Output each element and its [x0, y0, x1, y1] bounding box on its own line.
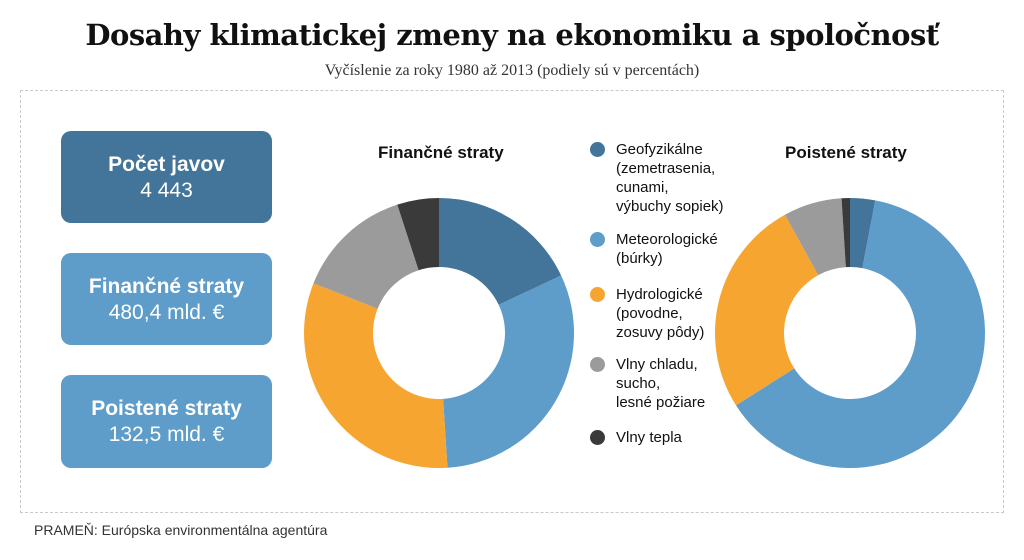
legend-swatch	[590, 142, 605, 157]
legend-swatch	[590, 357, 605, 372]
donut-title-poistene: Poistené straty	[785, 143, 907, 162]
legend-swatch	[590, 287, 605, 302]
stat-value: 132,5 mld. €	[108, 423, 225, 446]
stat-label: Finančné straty	[88, 275, 245, 298]
legend-label: Vlny tepla	[616, 429, 682, 446]
legend-label: Geofyzikálne (zemetrasenia, cunami, výbu…	[616, 141, 724, 215]
stat-label: Počet javov	[108, 153, 225, 176]
stat-box-poistene-straty: Poistené straty 132,5 mld. €	[61, 375, 272, 468]
chart-subtitle: Vyčíslenie za roky 1980 až 2013 (podiely…	[324, 62, 700, 79]
stat-value: 480,4 mld. €	[108, 301, 225, 324]
donut-slice-4	[313, 204, 419, 309]
legend-label: Meteorologické (búrky)	[616, 231, 718, 267]
donut-slice-3	[304, 283, 448, 468]
stat-box-pocet-javov: Počet javov 4 443	[61, 131, 272, 223]
legend-swatch	[590, 430, 605, 445]
legend-label: Vlny chladu, sucho, lesné požiare	[616, 356, 706, 411]
donut-title-financne: Finančné straty	[378, 143, 504, 162]
donut-slice-3	[715, 214, 819, 406]
stat-box-financne-straty: Finančné straty 480,4 mld. €	[61, 253, 272, 345]
donut-slice-1	[850, 198, 876, 269]
stat-value: 4 443	[140, 179, 193, 202]
donut-slice-5	[841, 198, 850, 268]
legend-swatch	[590, 232, 605, 247]
donut-slice-2	[443, 275, 574, 468]
legend-label: Hydrologické (povodne, zosuvy pôdy)	[616, 286, 705, 341]
donut-chart-poistene	[715, 198, 985, 468]
donut-slice-5	[397, 198, 439, 271]
chart-title: Dosahy klimatickej zmeny na ekonomiku a …	[85, 18, 939, 52]
stat-label: Poistené straty	[91, 397, 242, 420]
source-note: PRAMEŇ: Európska environmentálna agentúr…	[34, 522, 328, 538]
content-frame	[20, 90, 1004, 513]
donut-slice-1	[439, 198, 562, 305]
donut-slice-4	[784, 198, 846, 276]
donut-chart-financne	[304, 198, 574, 468]
donut-slice-2	[736, 200, 985, 468]
